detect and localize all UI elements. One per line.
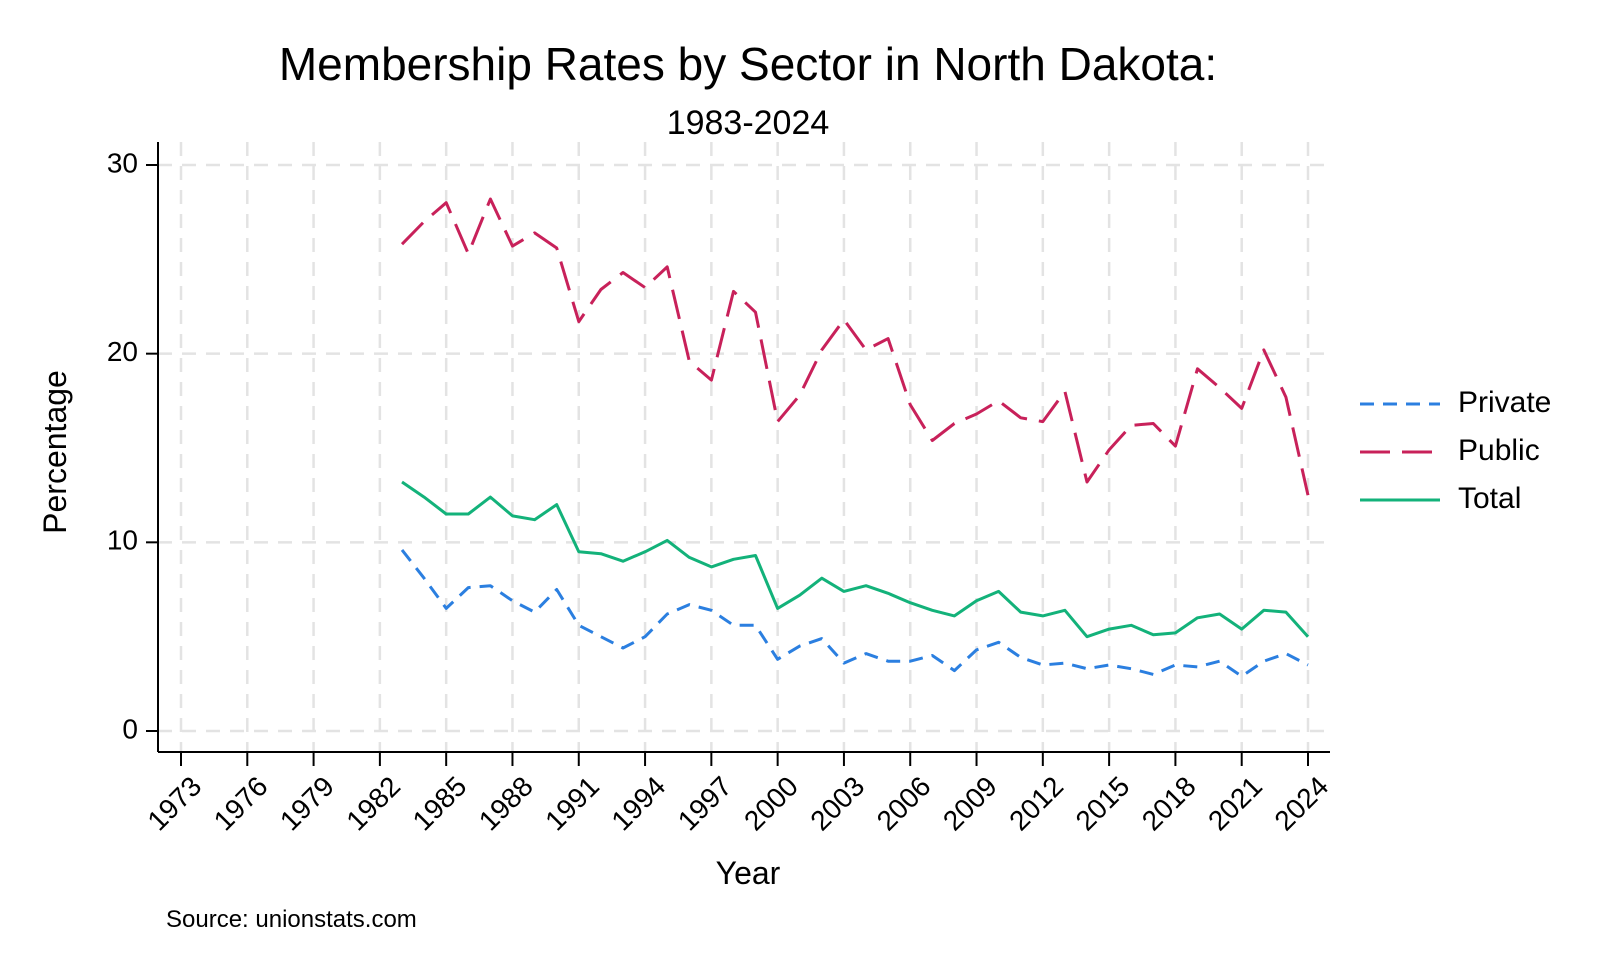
gridlines xyxy=(158,142,1330,752)
chart-subtitle: 1983-2024 xyxy=(667,104,830,142)
y-tick-label: 30 xyxy=(107,147,138,178)
series-line-total xyxy=(401,480,1310,639)
chart-title: Membership Rates by Sector in North Dako… xyxy=(279,38,1217,90)
y-tick-label: 0 xyxy=(122,713,138,744)
y-tick-label: 10 xyxy=(107,525,138,556)
source-note: Source: unionstats.com xyxy=(166,906,417,933)
series-line-public xyxy=(400,197,1310,496)
legend: Private Public Total xyxy=(1360,386,1551,515)
series-line-private xyxy=(400,548,1309,678)
y-tick-labels: 0 10 20 30 xyxy=(107,147,138,744)
axes xyxy=(146,142,1330,766)
legend-label-private: Private xyxy=(1458,386,1551,419)
series-lines xyxy=(400,197,1310,678)
y-axis-label: Percentage xyxy=(37,370,73,534)
legend-label-total: Total xyxy=(1458,482,1521,515)
legend-label-public: Public xyxy=(1458,434,1540,467)
x-axis-label: Year xyxy=(716,855,781,891)
y-tick-label: 20 xyxy=(107,336,138,367)
